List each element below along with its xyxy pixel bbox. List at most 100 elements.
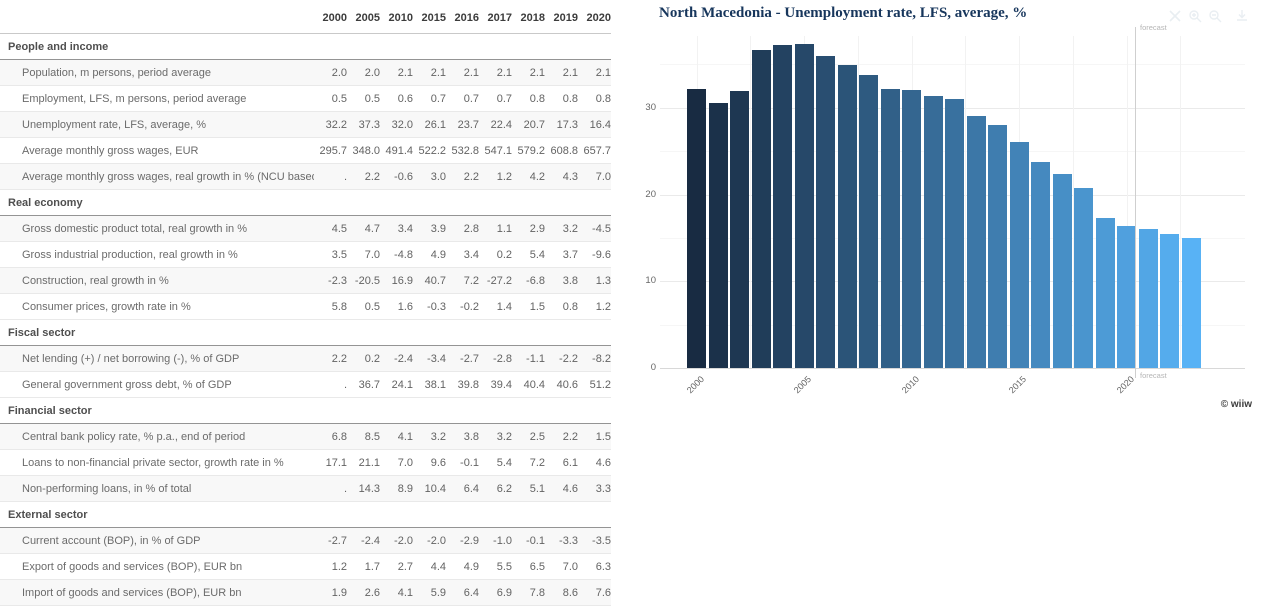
row-label: Net lending (+) / net borrowing (-), % o… bbox=[0, 345, 314, 372]
section-title: People and income bbox=[0, 33, 611, 60]
bar-2020[interactable] bbox=[1117, 225, 1136, 368]
cell-value: 16.4 bbox=[578, 111, 611, 138]
cell-value: 21.1 bbox=[347, 449, 380, 476]
download-icon[interactable] bbox=[1235, 9, 1249, 23]
cell-value: 16.9 bbox=[380, 267, 413, 294]
gridline-vertical bbox=[965, 36, 966, 368]
cell-value: -2.2 bbox=[545, 345, 578, 372]
cell-value: 1.5 bbox=[578, 423, 611, 450]
cell-value: 2.5 bbox=[512, 423, 545, 450]
cell-value: 8.6 bbox=[545, 579, 578, 606]
cell-value: 2.8 bbox=[446, 215, 479, 242]
bar-2002[interactable] bbox=[730, 91, 749, 368]
bar-2019[interactable] bbox=[1095, 217, 1115, 368]
bar-2003[interactable] bbox=[751, 49, 771, 368]
x-axis-line bbox=[660, 368, 1245, 369]
indicator-table: 2000 2005 2010 2015 2016 2017 2018 2019 2020 Peo… bbox=[0, 0, 611, 611]
cell-value: 23.7 bbox=[446, 111, 479, 138]
cell-value: 2.1 bbox=[578, 59, 611, 86]
cell-value: 7.2 bbox=[512, 449, 545, 476]
cell-value: -0.6 bbox=[380, 163, 413, 190]
gridline-vertical bbox=[750, 36, 751, 368]
unemployment-chart: North Macedonia - Unemployment rate, LFS… bbox=[640, 0, 1265, 611]
cell-value: 7.8 bbox=[512, 579, 545, 606]
cell-value: 25.8 bbox=[347, 605, 380, 611]
cell-value: 6.4 bbox=[446, 475, 479, 502]
cell-value: 2.2 bbox=[347, 163, 380, 190]
cell-value: 5.4 bbox=[512, 241, 545, 268]
cell-value: -27.2 bbox=[479, 267, 512, 294]
cell-value: 2.2 bbox=[545, 423, 578, 450]
cell-value: 0.2 bbox=[479, 241, 512, 268]
cell-value: 6.3 bbox=[578, 553, 611, 580]
bar-2013[interactable] bbox=[966, 116, 986, 368]
cell-value: 32.0 bbox=[380, 111, 413, 138]
section-row-fiscal-sector: Fiscal sector bbox=[0, 319, 611, 346]
row-label: Average monthly gross wages, EUR bbox=[0, 137, 314, 164]
row-label: Population, m persons, period average bbox=[0, 59, 314, 86]
cell-value: 10.4 bbox=[413, 475, 446, 502]
cell-value: 0.7 bbox=[446, 85, 479, 112]
cell-value: 4.9 bbox=[446, 553, 479, 580]
cell-value: 1.9 bbox=[314, 579, 347, 606]
bar-2018[interactable] bbox=[1074, 188, 1093, 368]
bar-2008[interactable] bbox=[859, 74, 878, 368]
bar-2016[interactable] bbox=[1031, 162, 1050, 368]
section-row-real-economy: Real economy bbox=[0, 189, 611, 216]
cell-value: 7.0 bbox=[578, 163, 611, 190]
cell-value: 2.6 bbox=[347, 579, 380, 606]
forecast-label-top: forecast bbox=[1140, 23, 1167, 32]
reset-axes-icon[interactable] bbox=[1168, 9, 1182, 23]
cell-value: -2.8 bbox=[479, 345, 512, 372]
table-row: Employment, LFS, m persons, period avera… bbox=[0, 85, 611, 112]
cell-value: . bbox=[314, 163, 347, 190]
bar-2001[interactable] bbox=[708, 103, 728, 368]
bar-2004[interactable] bbox=[773, 45, 792, 368]
row-label: Gross domestic product total, real growt… bbox=[0, 215, 314, 242]
section-title: Fiscal sector bbox=[0, 319, 611, 346]
cell-value: 2.2 bbox=[314, 345, 347, 372]
bar-2012[interactable] bbox=[945, 99, 964, 368]
bar-2022[interactable] bbox=[1160, 233, 1179, 368]
bar-2009[interactable] bbox=[880, 88, 900, 368]
bar-2000[interactable] bbox=[687, 88, 706, 368]
bar-2017[interactable] bbox=[1052, 173, 1072, 368]
bar-2014[interactable] bbox=[988, 125, 1007, 368]
bar-2005[interactable] bbox=[794, 44, 814, 368]
bar-2021[interactable] bbox=[1138, 229, 1158, 368]
cell-value: 4.6 bbox=[578, 449, 611, 476]
row-label: Export of goods and services (BOP), EUR … bbox=[0, 553, 314, 580]
section-row-people-and-income: People and income bbox=[0, 33, 611, 60]
cell-value: 24.1 bbox=[380, 371, 413, 398]
cell-value: -2.4 bbox=[347, 527, 380, 554]
bar-2007[interactable] bbox=[837, 65, 857, 368]
cell-value: -6.8 bbox=[512, 267, 545, 294]
cell-value: 39.4 bbox=[479, 371, 512, 398]
bar-2011[interactable] bbox=[923, 95, 943, 368]
cell-value: 17.1 bbox=[314, 449, 347, 476]
cell-value: 0.7 bbox=[413, 85, 446, 112]
zoom-in-icon[interactable] bbox=[1188, 9, 1202, 23]
cell-value: 36.7 bbox=[347, 371, 380, 398]
cell-value: 1.2 bbox=[479, 163, 512, 190]
table-row: Export of goods and services (BOP), nomi… bbox=[0, 605, 611, 611]
cell-value: 14.3 bbox=[347, 475, 380, 502]
cell-value: 3.7 bbox=[545, 241, 578, 268]
year-header: 2019 bbox=[545, 0, 578, 34]
cell-value: 3.4 bbox=[446, 241, 479, 268]
table-row: Central bank policy rate, % p.a., end of… bbox=[0, 423, 611, 450]
row-label: Construction, real growth in % bbox=[0, 267, 314, 294]
bar-2006[interactable] bbox=[816, 55, 835, 368]
gridline-minor bbox=[660, 64, 1245, 66]
x-tick-label: 2000 bbox=[684, 374, 706, 396]
cell-value: 532.8 bbox=[446, 137, 479, 164]
bar-2023[interactable] bbox=[1181, 237, 1201, 368]
bar-2015[interactable] bbox=[1009, 141, 1029, 368]
cell-value: 4.5 bbox=[314, 215, 347, 242]
zoom-out-icon[interactable] bbox=[1208, 9, 1222, 23]
bar-2010[interactable] bbox=[902, 90, 921, 368]
gridline-vertical bbox=[1073, 36, 1074, 368]
row-label: Loans to non-financial private sector, g… bbox=[0, 449, 314, 476]
cell-value: 547.1 bbox=[479, 137, 512, 164]
cell-value: 0.7 bbox=[479, 85, 512, 112]
